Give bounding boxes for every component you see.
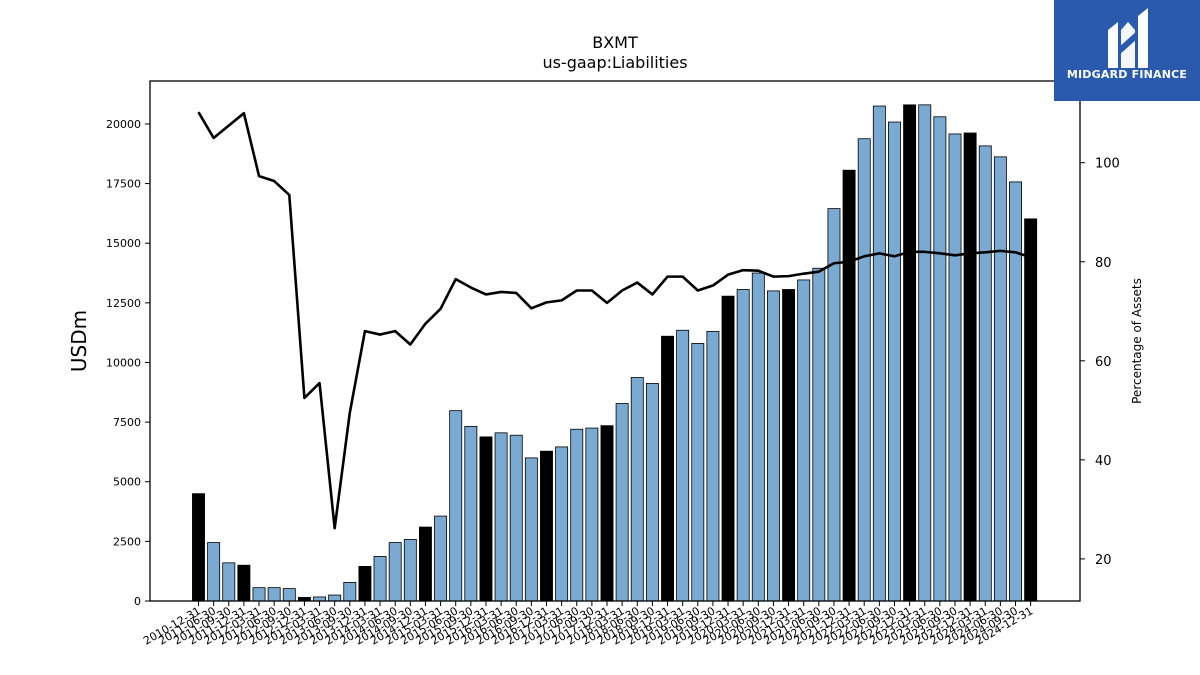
bar-2022-03-31 [857,138,871,602]
bar-2014-03-31 [373,555,387,602]
bar-2019-06-30 [691,342,705,602]
bar-2012-06-30 [267,587,281,602]
y2-tick-label: 60 [1095,355,1112,370]
y2-axis-label: Percentage of Assets [1130,278,1144,404]
bar-2021-03-31 [797,279,811,602]
bar-2016-06-30 [509,434,523,602]
bar-2019-03-31 [676,329,690,602]
bar-2020-03-31 [736,289,750,602]
bar-2022-09-30 [888,121,901,602]
y-tick-label: 10000 [106,356,141,369]
y2-tick-label: 80 [1095,256,1112,271]
bar-2024-03-31 [978,145,992,602]
bar-2024-06-30 [993,156,1007,602]
bar-2011-09-30 [222,562,236,602]
bar-2013-12-31 [358,566,372,602]
y-tick-label: 20000 [106,118,141,131]
bar-2012-03-31 [252,587,266,602]
bar-2022-12-31 [903,104,917,602]
y2-tick-label: 20 [1095,553,1112,568]
bar-2022-06-30 [872,105,886,602]
bar-2014-09-30 [403,539,417,602]
y-tick-label: 17500 [106,178,141,191]
chart-title: BXMT [592,33,638,52]
y2-tick-label: 100 [1095,157,1120,172]
bar-2019-12-31 [721,295,735,602]
bar-2014-12-31 [418,526,432,602]
bar-2015-03-31 [434,515,448,602]
bar-2018-12-31 [661,335,674,602]
y-tick-label: 0 [134,595,141,608]
midgard-logo-icon [1108,8,1148,68]
bar-2021-09-30 [827,208,841,602]
bar-2020-12-31 [782,289,796,602]
y-tick-label: 5000 [113,476,141,489]
bar-2010-12-31 [192,493,205,602]
y-tick-label: 15000 [106,237,141,250]
bar-2020-09-30 [766,290,780,602]
y2-tick-label: 40 [1095,454,1112,469]
y-axis-label: USDm [67,310,91,372]
plot-frame [149,80,1081,602]
bar-2018-03-31 [615,403,629,602]
bar-2015-12-31 [479,436,493,602]
percentage-line [197,111,1032,530]
bar-2024-12-31 [1024,218,1038,602]
bar-2021-06-30 [812,267,826,602]
bar-2014-06-30 [388,542,402,602]
bar-2015-06-30 [449,410,463,602]
y-tick-label: 12500 [106,297,141,310]
brand-logo: MIDGARD FINANCE [1054,0,1200,101]
bar-2023-09-30 [948,133,962,602]
bar-2018-06-30 [630,377,644,602]
bar-2021-12-31 [842,169,856,602]
bar-2016-12-31 [540,450,553,602]
bar-2015-09-30 [464,425,478,602]
bar-2018-09-30 [645,383,659,602]
chart-subtitle: us-gaap:Liabilities [542,53,687,72]
bar-2013-06-30 [328,594,342,602]
bar-2011-06-30 [207,542,221,602]
plot-area: 0 2500 5000 7500 10000 12500 15000 17500 20000 20… [106,104,1120,648]
bar-2013-09-30 [343,581,357,602]
bar-2017-03-31 [555,446,569,602]
bar-2017-09-30 [585,427,599,602]
bar-2023-06-30 [933,116,947,602]
brand-name: MIDGARD FINANCE [1066,68,1188,81]
bar-2017-06-30 [570,428,584,602]
bar-2023-12-31 [963,132,977,602]
bar-2016-03-31 [494,432,508,602]
y-tick-label: 7500 [113,416,141,429]
bar-2012-09-30 [282,588,296,602]
bar-2023-03-31 [918,104,932,602]
bar-2019-09-30 [706,331,720,602]
bar-2020-06-30 [751,272,765,602]
bar-2016-09-30 [524,457,538,602]
bar-2024-09-30 [1009,181,1022,602]
bar-2017-12-31 [600,425,614,602]
bar-2011-12-31 [237,564,251,602]
y-tick-label: 2500 [113,535,141,548]
